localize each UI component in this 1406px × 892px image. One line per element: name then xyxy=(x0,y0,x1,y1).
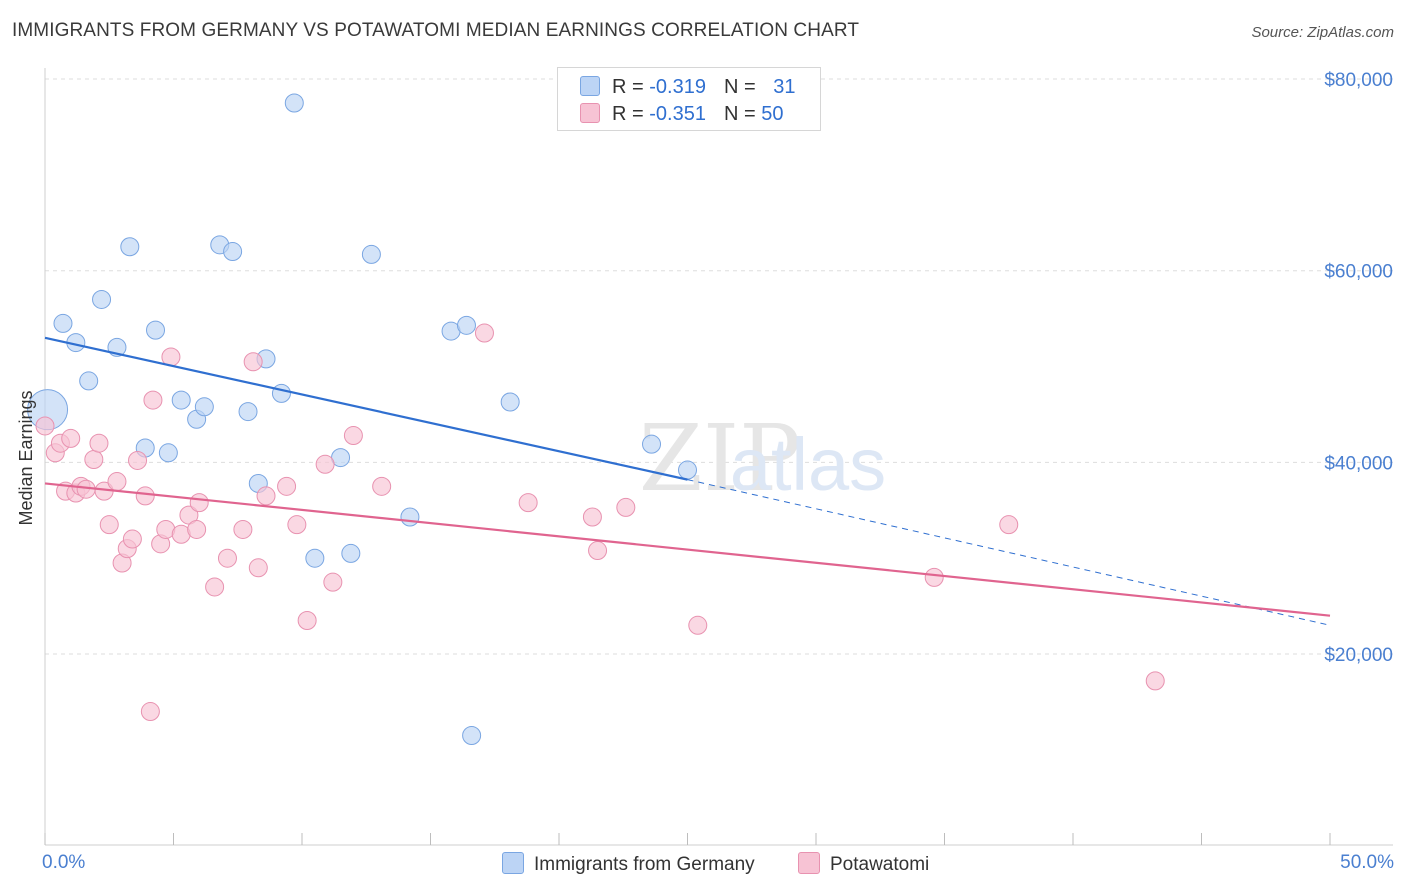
legend-n-value: 50 xyxy=(761,103,784,125)
point-germany xyxy=(92,289,112,309)
point-germany xyxy=(400,507,420,527)
bottom-legend-potawatomi: Potawatomi xyxy=(798,852,929,876)
legend-row-germany: R = -0.319 N = 31 xyxy=(580,76,795,99)
point-potawatomi xyxy=(205,577,225,597)
point-germany xyxy=(305,548,325,568)
axis-labels: $20,000 $40,000 $60,000 $80,000 Median Earni… xyxy=(16,70,1393,666)
chart-title: IMMIGRANTS FROM GERMANY VS POTAWATOMI ME… xyxy=(12,20,860,41)
point-potawatomi xyxy=(89,433,109,453)
point-potawatomi xyxy=(84,449,104,469)
point-germany xyxy=(642,434,662,454)
point-germany xyxy=(79,371,99,391)
point-potawatomi xyxy=(999,515,1019,535)
point-potawatomi xyxy=(122,529,142,549)
legend-n-label: N = xyxy=(723,76,762,98)
point-germany xyxy=(171,390,191,410)
watermark-atlas: atlas xyxy=(730,423,886,506)
y-tick-label: $60,000 xyxy=(1324,262,1393,283)
point-potawatomi xyxy=(99,515,119,535)
y-tick-label: $40,000 xyxy=(1324,453,1393,474)
point-germany xyxy=(284,93,304,113)
legend-r-value: -0.319 xyxy=(649,76,706,98)
legend-r-label: R = xyxy=(612,103,650,125)
correlation-legend: R = -0.319 N = 31 R = -0.351 N = 50 xyxy=(557,67,821,131)
legend-swatch-pink xyxy=(580,103,600,123)
point-potawatomi xyxy=(140,702,160,722)
point-potawatomi xyxy=(297,610,317,630)
y-tick-label: $80,000 xyxy=(1324,70,1393,91)
point-germany xyxy=(341,543,361,563)
legend-r-label: R = xyxy=(612,76,650,98)
watermark-zip: ZIP xyxy=(639,405,801,512)
source-label: Source: ZipAtlas.com xyxy=(1251,24,1394,41)
bottom-legend-label: Immigrants from Germany xyxy=(534,854,755,875)
legend-n-label: N = xyxy=(723,103,762,125)
point-potawatomi xyxy=(924,567,944,587)
axes xyxy=(44,68,1393,846)
point-potawatomi xyxy=(233,519,253,539)
x-tick-label-min: 0.0% xyxy=(42,852,86,873)
legend-n-value: 31 xyxy=(773,76,796,98)
bottom-legend-swatch-pink xyxy=(798,852,820,874)
bottom-legend-swatch-blue xyxy=(502,852,524,874)
point-potawatomi xyxy=(323,572,343,592)
point-potawatomi xyxy=(582,507,602,527)
point-potawatomi xyxy=(315,454,335,474)
point-germany xyxy=(120,237,140,257)
point-germany xyxy=(223,242,243,262)
point-potawatomi xyxy=(143,390,163,410)
point-potawatomi xyxy=(35,416,55,436)
point-potawatomi xyxy=(277,476,297,496)
point-germany xyxy=(500,392,520,412)
trend-lines xyxy=(44,336,1331,626)
point-potawatomi xyxy=(189,493,209,513)
x-tick-label-max: 50.0% xyxy=(1340,852,1394,873)
point-potawatomi xyxy=(135,486,155,506)
point-potawatomi xyxy=(616,497,636,517)
point-potawatomi xyxy=(518,493,538,513)
point-germany xyxy=(271,383,291,403)
point-potawatomi xyxy=(588,541,608,561)
point-germany xyxy=(146,320,166,340)
point-potawatomi xyxy=(217,548,237,568)
point-potawatomi xyxy=(248,558,268,578)
legend-r-value: -0.351 xyxy=(649,103,706,125)
data-points xyxy=(27,93,1165,745)
point-germany xyxy=(158,443,178,463)
point-germany xyxy=(53,313,73,333)
y-tick-label: $20,000 xyxy=(1324,645,1393,666)
point-germany xyxy=(456,315,476,335)
point-germany xyxy=(238,402,258,422)
trend-line-potawatomi xyxy=(44,482,1331,617)
point-potawatomi xyxy=(61,428,81,448)
bottom-legend-germany: Immigrants from Germany xyxy=(502,852,755,876)
legend-swatch-blue xyxy=(580,76,600,96)
point-potawatomi xyxy=(187,519,207,539)
point-potawatomi xyxy=(256,486,276,506)
bottom-legend-label: Potawatomi xyxy=(830,854,930,875)
trend-line-germany xyxy=(44,336,688,481)
point-potawatomi xyxy=(128,450,148,470)
y-axis-title: Median Earnings xyxy=(16,390,36,525)
legend-row-potawatomi: R = -0.351 N = 50 xyxy=(580,103,783,126)
point-germany xyxy=(194,397,214,417)
point-germany xyxy=(678,460,697,480)
point-germany xyxy=(462,725,482,745)
point-potawatomi xyxy=(287,515,307,535)
point-potawatomi xyxy=(243,352,263,372)
point-potawatomi xyxy=(688,615,708,635)
point-potawatomi xyxy=(372,476,392,496)
point-potawatomi xyxy=(343,426,363,446)
point-potawatomi xyxy=(1145,671,1165,691)
point-potawatomi xyxy=(474,323,494,343)
point-germany xyxy=(361,244,381,264)
point-potawatomi xyxy=(107,472,127,492)
